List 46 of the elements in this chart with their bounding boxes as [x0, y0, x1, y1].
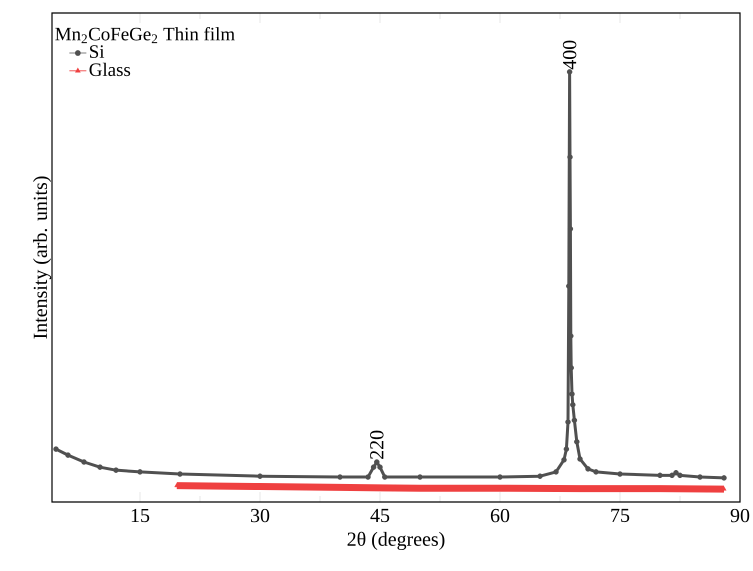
annotation: 400 [562, 40, 576, 70]
point [137, 469, 143, 475]
y-axis-title: Intensity (arb. units) [33, 176, 52, 339]
legend-title: Mn$_{2}$CoFeGe$_{2}$ Thin film [55, 26, 235, 44]
point [697, 474, 703, 480]
point [537, 473, 543, 479]
point [570, 402, 576, 408]
point [574, 439, 580, 445]
point [569, 391, 575, 397]
point [365, 474, 371, 480]
point [677, 472, 683, 478]
point [561, 457, 567, 463]
point [593, 469, 599, 475]
point [566, 69, 572, 75]
point [417, 474, 423, 480]
point [65, 452, 71, 458]
x-tick-label: 15 [132, 508, 150, 522]
x-tick-label: 45 [370, 508, 390, 522]
x-tick-label: 30 [250, 508, 270, 522]
annotation: 220 [370, 430, 384, 459]
legend-label: Glass [90, 62, 130, 76]
point [657, 472, 663, 478]
point [577, 456, 583, 462]
point [377, 464, 383, 470]
point [497, 474, 503, 480]
point [572, 418, 578, 424]
point [564, 446, 570, 452]
point [669, 472, 675, 478]
point [721, 475, 727, 481]
point [113, 467, 119, 473]
point [53, 446, 59, 452]
point [673, 470, 679, 476]
x-tick-label: 60 [490, 508, 510, 522]
point [553, 469, 559, 475]
x-tick-label: 90 [730, 508, 750, 522]
point [617, 471, 623, 477]
x-tick-label: 75 [611, 508, 630, 522]
x-axis-title: 2θ (degrees) [348, 532, 444, 550]
point [81, 459, 87, 465]
point [177, 471, 183, 477]
point [337, 474, 343, 480]
point [370, 464, 376, 470]
point [585, 466, 591, 472]
legend-label: Si [90, 45, 104, 58]
point [97, 464, 103, 470]
point [257, 473, 263, 479]
